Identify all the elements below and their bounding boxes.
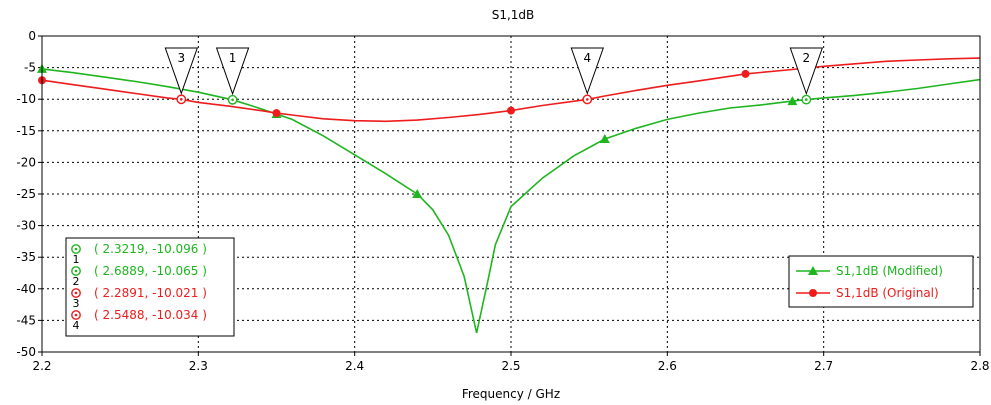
marker-point-2 xyxy=(801,94,812,105)
series-point-marker xyxy=(272,109,281,118)
marker-readout-box: 1 ( 2.3219, -10.096 ) 2 ( 2.6889, -10.065 )… xyxy=(65,237,235,337)
marker-center xyxy=(74,247,78,251)
legend-swatch-marker xyxy=(808,266,818,275)
marker-readout-icon xyxy=(71,310,81,320)
marker-readout-value: ( 2.6889, -10.065 ) xyxy=(94,264,207,278)
marker-center xyxy=(74,269,78,273)
marker-flag-1 xyxy=(215,47,250,96)
marker-flag-label: 1 xyxy=(229,51,237,65)
legend-swatch-marker xyxy=(809,289,817,297)
y-tick-label: -50 xyxy=(16,345,36,359)
marker-readout-icon xyxy=(71,288,81,298)
legend: S1,1dB (Modified) S1,1dB (Original) xyxy=(788,255,974,308)
y-tick-label: -20 xyxy=(16,155,36,169)
y-tick-label: -15 xyxy=(16,124,36,138)
marker-flag-label: 4 xyxy=(583,51,591,65)
y-tick-label: -30 xyxy=(16,219,36,233)
marker-readout-id: 1 xyxy=(73,253,80,266)
axis-ticks: 2.2 2.3 2.4 2.5 2.6 2.7 2.8 0 -5 -10 -15 -20 -25 -30 -… xyxy=(16,29,989,373)
series-point-marker xyxy=(599,134,610,144)
legend-frame xyxy=(788,255,974,308)
marker-readout-id: 4 xyxy=(73,319,80,332)
series-point-marker xyxy=(507,106,515,115)
marker-center xyxy=(585,98,589,101)
marker-flag-label: 3 xyxy=(177,51,185,65)
marker-point-3 xyxy=(176,94,187,105)
marker-point-4 xyxy=(582,94,593,105)
marker-readout-icon xyxy=(71,266,81,276)
y-tick-label: -45 xyxy=(16,313,36,327)
marker-readout-icon xyxy=(71,244,81,254)
marker-flag-2 xyxy=(789,47,824,96)
y-tick-label: -35 xyxy=(16,250,36,264)
marker-center xyxy=(805,98,808,101)
y-tick-label: -40 xyxy=(16,282,36,296)
y-tick-label: -5 xyxy=(24,61,36,75)
plot-frame xyxy=(41,35,981,353)
x-tick-label: 2.4 xyxy=(345,359,364,373)
marker-center xyxy=(179,98,183,101)
marker-center xyxy=(74,313,78,317)
marker-flag-3 xyxy=(164,47,198,95)
marker-center xyxy=(231,98,234,102)
y-tick-label: -10 xyxy=(16,92,36,106)
x-tick-label: 2.7 xyxy=(814,359,833,373)
x-tick-label: 2.5 xyxy=(501,359,520,373)
series-point-marker xyxy=(787,96,798,106)
x-axis-label: Frequency / GHz xyxy=(462,387,560,401)
marker-flag-4 xyxy=(570,47,604,95)
marker-layer: 1 2 3 4 xyxy=(164,47,824,105)
x-tick-label: 2.2 xyxy=(32,359,51,373)
x-tick-label: 2.8 xyxy=(970,359,989,373)
x-tick-label: 2.3 xyxy=(189,359,208,373)
marker-point-1 xyxy=(227,94,238,105)
marker-center xyxy=(74,291,78,295)
chart-title: S1,1dB xyxy=(492,8,535,22)
series-point-marker xyxy=(412,189,423,198)
legend-label: S1,1dB (Original) xyxy=(836,286,939,300)
y-tick-label: 0 xyxy=(28,29,36,43)
series-point-marker xyxy=(741,69,750,78)
legend-label: S1,1dB (Modified) xyxy=(836,264,943,278)
marker-flag-label: 2 xyxy=(802,51,810,65)
marker-readout-id: 3 xyxy=(73,297,80,310)
marker-readout-value: ( 2.2891, -10.021 ) xyxy=(94,286,207,300)
marker-readout-value: ( 2.5488, -10.034 ) xyxy=(94,308,207,322)
x-tick-label: 2.6 xyxy=(658,359,677,373)
marker-box-frame xyxy=(65,237,235,337)
y-tick-label: -25 xyxy=(16,187,36,201)
marker-readout-value: ( 2.3219, -10.096 ) xyxy=(94,242,207,256)
marker-readout-id: 2 xyxy=(73,275,80,288)
